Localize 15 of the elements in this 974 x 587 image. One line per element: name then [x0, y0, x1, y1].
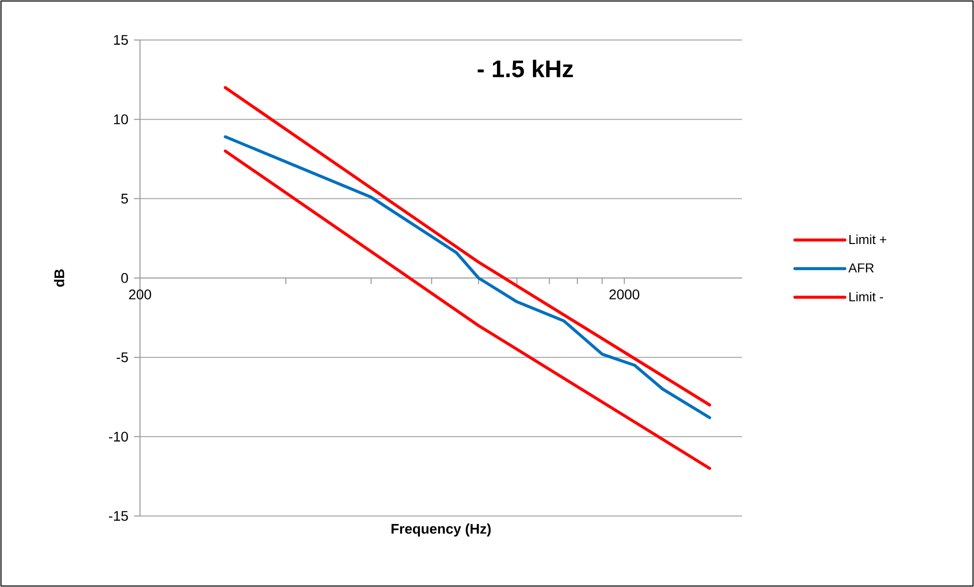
- x-tick-label: 2000: [610, 290, 640, 300]
- x-tick-label: 200: [129, 290, 152, 300]
- y-tick-label: -5: [116, 352, 128, 362]
- y-tick-label: -10: [108, 432, 128, 442]
- x-axis-title: Frequency (Hz): [392, 524, 491, 537]
- y-tick-label: 15: [114, 35, 128, 45]
- y-tick-label: 0: [121, 273, 128, 283]
- text: - 1.5 kHz: [478, 60, 573, 78]
- legend-label: Limit -: [849, 292, 884, 302]
- y-tick-label: -15: [108, 511, 128, 521]
- y-tick-label: 10: [114, 114, 128, 124]
- legend-label: AFR: [848, 263, 874, 272]
- y-tick-label: 5: [121, 194, 128, 204]
- y-axis-title: dB: [54, 269, 64, 287]
- legend-label: Limit +: [849, 234, 886, 244]
